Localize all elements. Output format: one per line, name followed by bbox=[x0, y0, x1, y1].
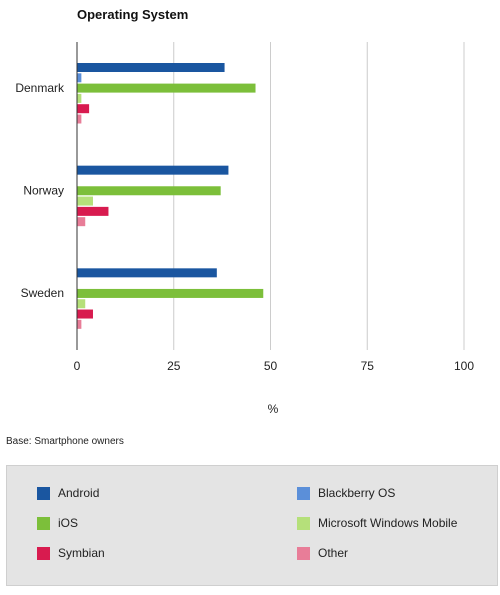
bar bbox=[77, 299, 86, 309]
bar bbox=[77, 165, 229, 175]
x-tick-label: 100 bbox=[454, 359, 474, 373]
x-tick-label: 25 bbox=[167, 359, 181, 373]
legend-label: Other bbox=[318, 546, 349, 560]
legend-swatch bbox=[37, 516, 50, 530]
legend-item: Microsoft Windows Mobile bbox=[297, 516, 457, 530]
x-tick-label: 50 bbox=[264, 359, 278, 373]
legend-label: Blackberry OS bbox=[318, 486, 396, 500]
legend-item: Symbian bbox=[37, 546, 105, 560]
category-label: Denmark bbox=[15, 81, 65, 95]
bar bbox=[77, 186, 221, 196]
legend-label: Microsoft Windows Mobile bbox=[318, 516, 458, 530]
category-label: Sweden bbox=[21, 286, 64, 300]
legend-swatch bbox=[297, 546, 310, 560]
base-note: Base: Smartphone owners bbox=[6, 436, 124, 447]
bar bbox=[77, 309, 93, 319]
bar bbox=[77, 268, 217, 278]
legend-label: Symbian bbox=[58, 546, 105, 560]
legend-item: Other bbox=[297, 546, 348, 560]
bar bbox=[77, 83, 256, 93]
legend-swatch bbox=[37, 546, 50, 560]
bar bbox=[77, 114, 82, 124]
legend-swatch bbox=[37, 486, 50, 500]
legend-label: Android bbox=[58, 486, 100, 500]
bar bbox=[77, 104, 90, 114]
bar bbox=[77, 319, 82, 329]
legend-item: Android bbox=[37, 486, 99, 500]
bar bbox=[77, 206, 109, 216]
x-tick-label: 0 bbox=[74, 359, 81, 373]
x-axis-label: % bbox=[267, 402, 279, 416]
category-label: Norway bbox=[23, 184, 64, 198]
legend-item: iOS bbox=[37, 516, 78, 530]
legend-swatch bbox=[297, 486, 310, 500]
chart-title: Operating System bbox=[77, 7, 189, 22]
bar bbox=[77, 196, 93, 206]
bar bbox=[77, 73, 82, 83]
bar bbox=[77, 217, 86, 227]
chart-legend: Android Blackberry OS iOS Microsoft Windows… bbox=[6, 465, 498, 586]
legend-label: iOS bbox=[58, 516, 79, 530]
bar bbox=[77, 288, 264, 298]
x-tick-label: 75 bbox=[361, 359, 375, 373]
bar-chart: 0 25 50 75 100 Denmark Norway Sweden bbox=[15, 42, 474, 373]
bar bbox=[77, 63, 225, 72]
legend-swatch bbox=[297, 516, 310, 530]
bar bbox=[77, 93, 82, 103]
legend-item: Blackberry OS bbox=[297, 486, 395, 500]
